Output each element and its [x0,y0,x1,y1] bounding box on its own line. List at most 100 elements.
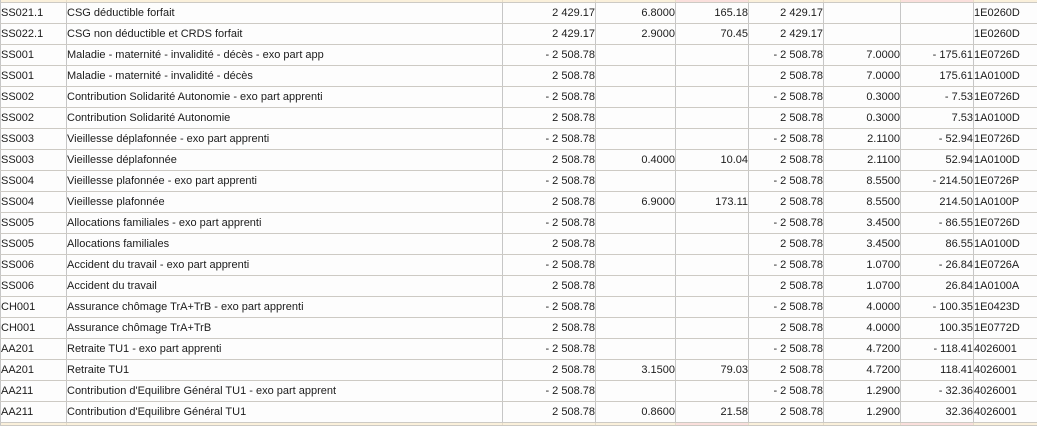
rubric-label-cell: Allocations familiales [66,233,503,255]
employer-amount-cell: 86.55 [900,233,974,255]
account-code-cell: 1E0260D [973,2,1037,24]
employee-rate-cell [595,233,676,255]
table-row[interactable]: AA201 Retraite TU1 - exo part apprenti -… [0,338,1037,360]
account-code-cell: 1A0100D [973,65,1037,87]
employee-rate-cell: 3.1500 [595,359,676,381]
table-row[interactable]: SS005 Allocations familiales - exo part … [0,212,1037,234]
rubric-label-cell: Vieillesse plafonnée - exo part apprenti [66,170,503,192]
employer-amount-cell: - 32.36 [900,380,974,402]
employer-base-cell: 2 508.78 [748,275,824,297]
account-code-cell: 4026001 [973,401,1037,423]
employer-rate-cell: 1.0700 [823,254,901,276]
table-row[interactable]: SS001 Maladie - maternité - invalidité -… [0,65,1037,87]
table-row[interactable]: SS004 Vieillesse plafonnée 2 508.78 6.90… [0,191,1037,213]
table-row[interactable]: AA211 Contribution d'Equilibre Général T… [0,380,1037,402]
employer-base-cell: - 2 508.78 [748,212,824,234]
partial-cell [66,422,503,426]
employee-rate-cell: 2.9000 [595,23,676,45]
employer-rate-cell: 2.1100 [823,128,901,150]
table-row[interactable]: AA201 Retraite TU1 2 508.78 3.1500 79.03… [0,359,1037,381]
rubric-code-cell: SS006 [0,275,67,297]
partial-row-bottom [0,422,1037,426]
employee-base-cell: - 2 508.78 [502,212,596,234]
employer-base-cell: - 2 508.78 [748,254,824,276]
partial-cell [823,0,901,3]
rubric-label-cell: Maladie - maternité - invalidité - décès [66,65,503,87]
rubric-label-cell: Assurance chômage TrA+TrB - exo part app… [66,296,503,318]
employee-amount-cell [675,170,749,192]
partial-cell [973,422,1037,426]
partial-cell [748,422,824,426]
rubric-code-cell: SS004 [0,170,67,192]
rubric-label-cell: Vieillesse déplafonnée [66,149,503,171]
employee-rate-cell [595,107,676,129]
account-code-cell: 1E0726A [973,254,1037,276]
employer-base-cell: 2 508.78 [748,65,824,87]
rubric-code-cell: SS006 [0,254,67,276]
table-row[interactable]: CH001 Assurance chômage TrA+TrB - exo pa… [0,296,1037,318]
employee-base-cell: 2 429.17 [502,2,596,24]
employee-base-cell: 2 508.78 [502,401,596,423]
table-row[interactable]: SS022.1 CSG non déductible et CRDS forfa… [0,23,1037,45]
account-code-cell: 1E0772D [973,317,1037,339]
employer-base-cell: 2 508.78 [748,107,824,129]
rubric-code-cell: SS004 [0,191,67,213]
employee-amount-cell [675,275,749,297]
partial-cell [595,0,676,3]
table-row[interactable]: SS002 Contribution Solidarité Autonomie … [0,107,1037,129]
employer-base-cell: - 2 508.78 [748,128,824,150]
employee-base-cell: 2 508.78 [502,275,596,297]
table-row[interactable]: SS006 Accident du travail 2 508.78 2 508… [0,275,1037,297]
rubric-label-cell: Contribution d'Equilibre Général TU1 - e… [66,380,503,402]
table-row[interactable]: SS004 Vieillesse plafonnée - exo part ap… [0,170,1037,192]
employee-amount-cell [675,212,749,234]
employee-base-cell: 2 508.78 [502,149,596,171]
table-row[interactable]: SS002 Contribution Solidarité Autonomie … [0,86,1037,108]
employer-rate-cell: 0.3000 [823,107,901,129]
employee-rate-cell: 6.8000 [595,2,676,24]
employee-amount-cell: 70.45 [675,23,749,45]
employer-amount-cell: - 175.61 [900,44,974,66]
employer-rate-cell: 8.5500 [823,191,901,213]
employer-base-cell: 2 508.78 [748,401,824,423]
employer-amount-cell: - 7.53 [900,86,974,108]
rubric-code-cell: SS003 [0,149,67,171]
employer-rate-cell: 4.0000 [823,317,901,339]
employee-base-cell: 2 508.78 [502,233,596,255]
employee-base-cell: 2 508.78 [502,317,596,339]
table-row[interactable]: SS003 Vieillesse déplafonnée - exo part … [0,128,1037,150]
rubric-label-cell: Accident du travail - exo part apprenti [66,254,503,276]
employee-amount-cell [675,296,749,318]
rubric-code-cell: SS001 [0,44,67,66]
table-row[interactable]: SS003 Vieillesse déplafonnée 2 508.78 0.… [0,149,1037,171]
employer-rate-cell: 4.7200 [823,338,901,360]
table-row[interactable]: SS021.1 CSG déductible forfait 2 429.17 … [0,2,1037,24]
rubric-code-cell: SS002 [0,86,67,108]
employer-amount-cell: 7.53 [900,107,974,129]
table-row[interactable]: SS006 Accident du travail - exo part app… [0,254,1037,276]
employee-rate-cell: 6.9000 [595,191,676,213]
table-row[interactable]: CH001 Assurance chômage TrA+TrB 2 508.78… [0,317,1037,339]
employee-base-cell: 2 508.78 [502,65,596,87]
employee-base-cell: - 2 508.78 [502,128,596,150]
employer-base-cell: 2 508.78 [748,149,824,171]
rubric-label-cell: Retraite TU1 [66,359,503,381]
employee-base-cell: - 2 508.78 [502,170,596,192]
rubric-code-cell: SS022.1 [0,23,67,45]
account-code-cell: 1A0100D [973,233,1037,255]
employer-rate-cell [823,23,901,45]
table-row[interactable]: AA211 Contribution d'Equilibre Général T… [0,401,1037,423]
employer-amount-cell [900,2,974,24]
rubric-code-cell: AA201 [0,338,67,360]
rubric-label-cell: CSG non déductible et CRDS forfait [66,23,503,45]
employee-rate-cell [595,170,676,192]
employer-base-cell: 2 429.17 [748,23,824,45]
partial-cell [66,0,503,3]
employer-amount-cell [900,23,974,45]
employee-base-cell: - 2 508.78 [502,296,596,318]
rubric-label-cell: Vieillesse plafonnée [66,191,503,213]
employer-amount-cell: 175.61 [900,65,974,87]
table-row[interactable]: SS005 Allocations familiales 2 508.78 2 … [0,233,1037,255]
table-row[interactable]: SS001 Maladie - maternité - invalidité -… [0,44,1037,66]
